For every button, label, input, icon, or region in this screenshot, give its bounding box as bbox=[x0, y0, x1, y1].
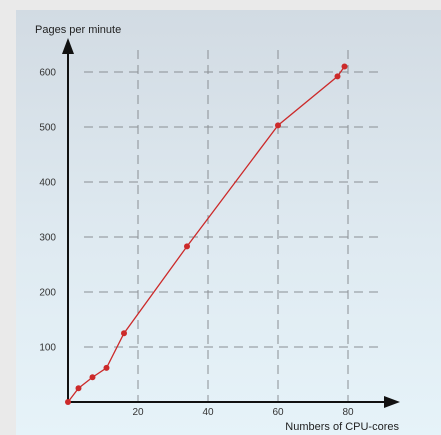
data-point bbox=[341, 63, 348, 70]
data-point bbox=[121, 330, 127, 337]
x-axis-arrow bbox=[384, 396, 400, 408]
y-axis-title: Pages per minute bbox=[35, 24, 121, 36]
y-tick-label: 300 bbox=[39, 233, 56, 244]
data-point bbox=[184, 243, 190, 250]
y-tick-label: 400 bbox=[39, 178, 56, 189]
data-point bbox=[65, 399, 71, 405]
series-layer bbox=[65, 63, 348, 405]
x-tick-label: 60 bbox=[272, 407, 284, 418]
series-line bbox=[67, 66, 346, 403]
x-tick-label: 40 bbox=[202, 407, 214, 418]
data-point bbox=[334, 73, 341, 80]
y-axis-arrow bbox=[62, 38, 74, 54]
x-tick-label: 80 bbox=[342, 407, 354, 418]
tick-labels: 100 200 300 400 500 600 20 40 60 80 bbox=[39, 68, 354, 419]
x-tick-label: 20 bbox=[132, 407, 144, 418]
data-point bbox=[275, 122, 281, 129]
grid-lines bbox=[84, 50, 384, 402]
chart-panel bbox=[16, 10, 441, 435]
x-axis-title: Numbers of CPU-cores bbox=[285, 421, 399, 433]
y-tick-label: 500 bbox=[39, 123, 56, 134]
axes bbox=[62, 38, 400, 408]
data-point bbox=[103, 364, 110, 371]
y-tick-label: 200 bbox=[39, 288, 56, 299]
data-point bbox=[89, 374, 96, 381]
y-tick-label: 600 bbox=[39, 68, 56, 79]
y-tick-label: 100 bbox=[39, 343, 56, 354]
data-point bbox=[75, 385, 82, 392]
